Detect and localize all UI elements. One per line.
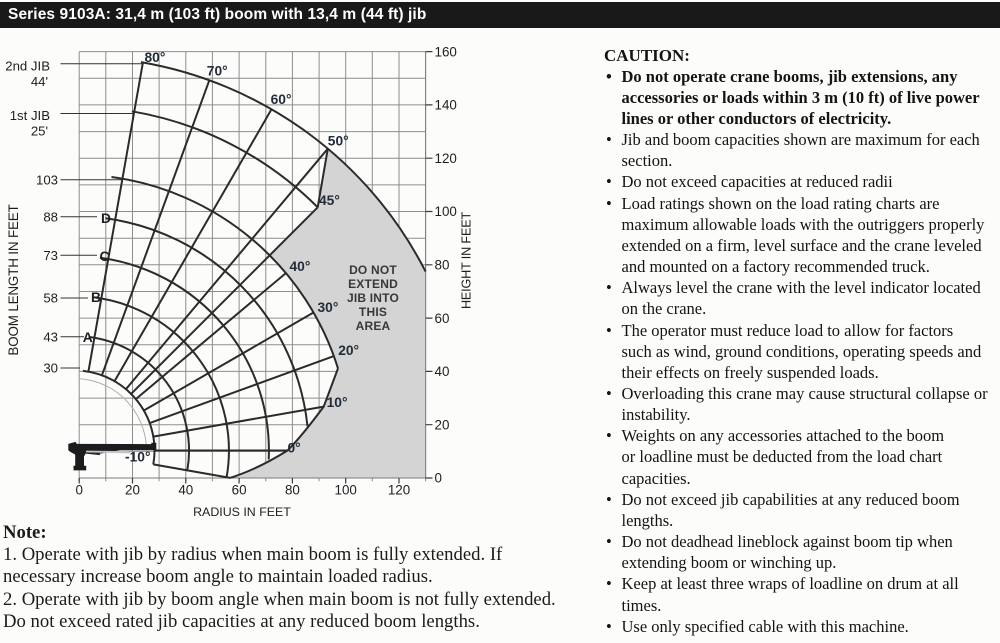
svg-text:120: 120 [435, 151, 457, 166]
svg-text:1st JIB: 1st JIB [10, 108, 51, 123]
svg-text:73: 73 [43, 248, 58, 263]
svg-text:EXTEND: EXTEND [348, 277, 398, 291]
svg-text:-10°: -10° [125, 450, 150, 465]
svg-text:0: 0 [435, 471, 442, 486]
svg-text:AREA: AREA [356, 319, 391, 333]
svg-text:88: 88 [43, 209, 58, 224]
svg-text:70°: 70° [207, 63, 228, 78]
svg-text:60: 60 [232, 483, 247, 498]
svg-text:140: 140 [435, 98, 457, 113]
svg-text:BOOM LENGTH IN FEET: BOOM LENGTH IN FEET [6, 204, 21, 355]
svg-text:0: 0 [75, 483, 82, 498]
svg-text:RADIUS IN FEET: RADIUS IN FEET [193, 505, 291, 519]
svg-text:40: 40 [435, 364, 450, 379]
svg-text:B: B [91, 290, 101, 305]
svg-text:103: 103 [36, 172, 58, 187]
svg-text:30: 30 [43, 361, 58, 376]
svg-text:120: 120 [388, 483, 410, 498]
svg-text:160: 160 [435, 44, 457, 59]
svg-text:40: 40 [178, 483, 193, 498]
svg-text:THIS: THIS [359, 305, 387, 319]
svg-text:40°: 40° [290, 259, 311, 274]
svg-text:80°: 80° [145, 50, 166, 65]
svg-text:A: A [83, 330, 93, 345]
svg-text:D: D [101, 211, 111, 226]
svg-text:80: 80 [285, 483, 300, 498]
svg-text:100: 100 [435, 204, 457, 219]
svg-text:44': 44' [31, 74, 48, 89]
svg-text:JIB INTO: JIB INTO [347, 291, 399, 305]
svg-text:43: 43 [43, 329, 58, 344]
svg-text:HEIGHT IN FEET: HEIGHT IN FEET [460, 212, 474, 309]
svg-text:45°: 45° [319, 193, 340, 208]
svg-text:30°: 30° [318, 300, 339, 315]
svg-text:DO NOT: DO NOT [349, 263, 397, 277]
svg-text:20°: 20° [338, 343, 359, 358]
svg-text:2nd JIB: 2nd JIB [5, 59, 50, 74]
svg-text:10°: 10° [327, 395, 348, 410]
svg-text:20: 20 [125, 483, 140, 498]
svg-text:0°: 0° [288, 441, 301, 456]
svg-text:25': 25' [31, 124, 48, 139]
svg-text:80: 80 [435, 258, 450, 273]
svg-text:100: 100 [335, 483, 357, 498]
svg-text:20: 20 [435, 417, 450, 432]
svg-text:50°: 50° [328, 133, 349, 148]
svg-text:C: C [100, 249, 110, 264]
svg-text:58: 58 [43, 291, 58, 306]
svg-text:60°: 60° [271, 92, 292, 107]
svg-text:60: 60 [435, 311, 450, 326]
